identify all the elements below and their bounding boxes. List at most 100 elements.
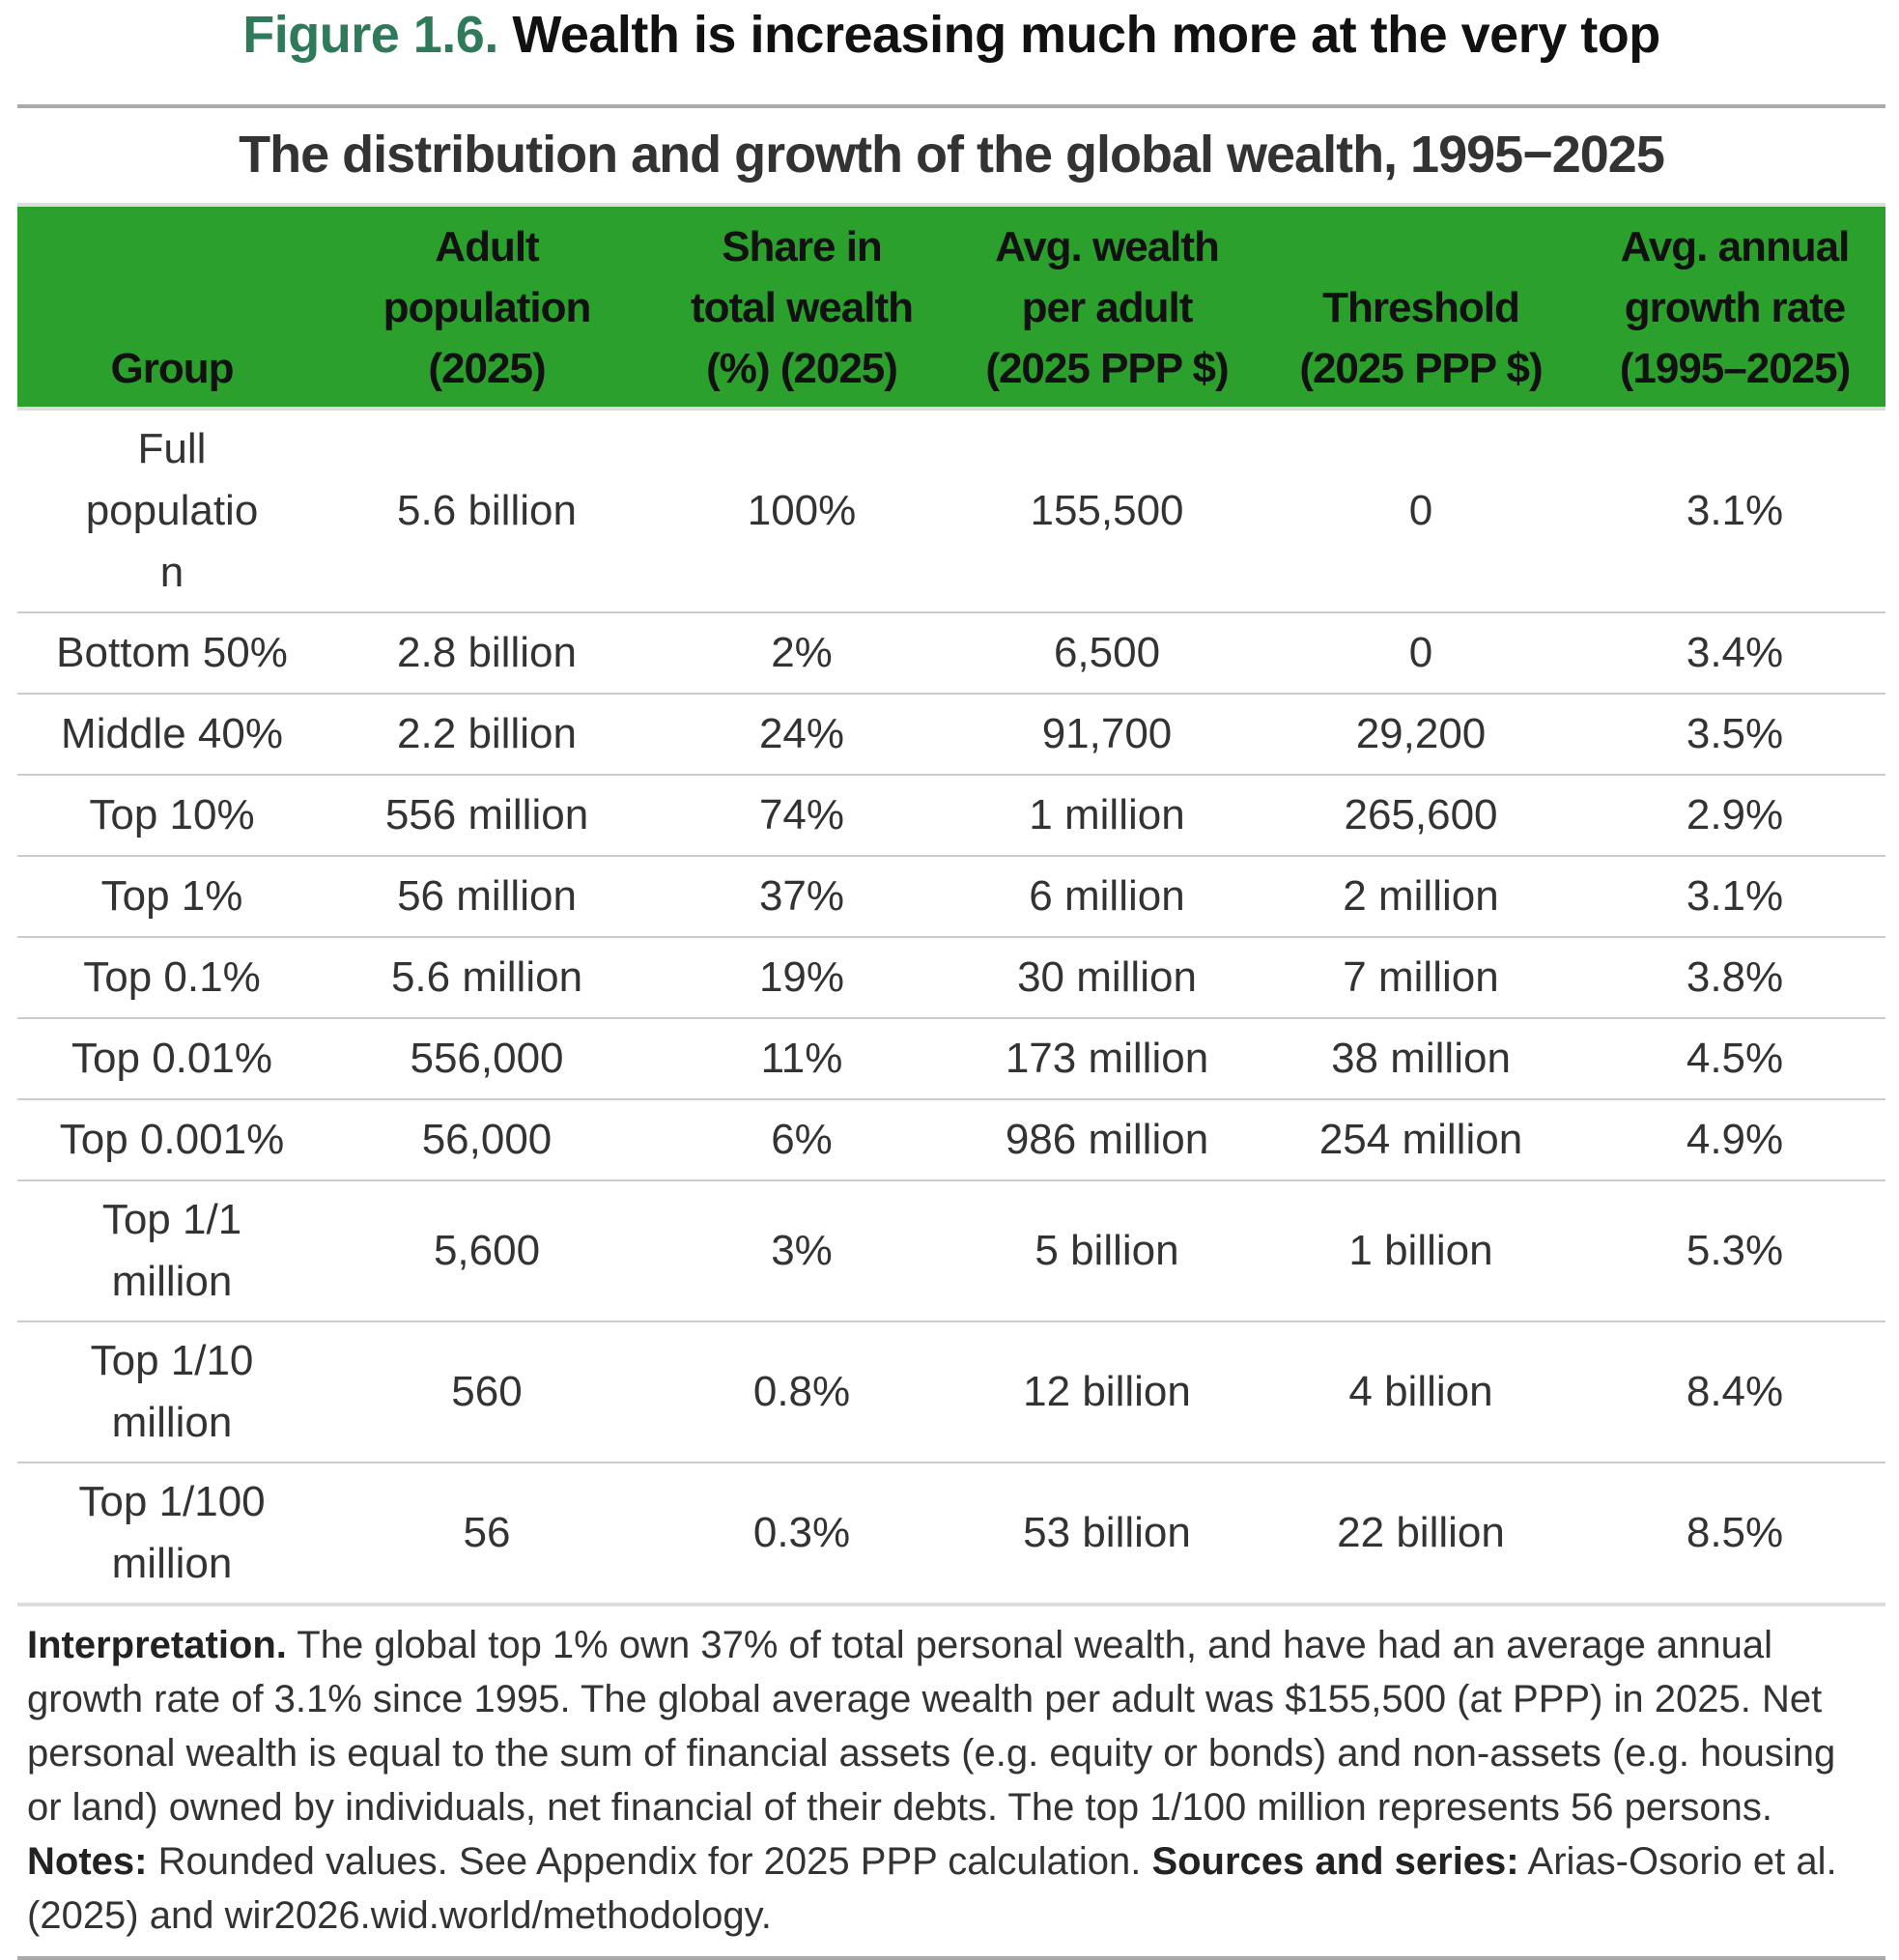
table-cell: 100%	[647, 409, 956, 613]
group-cell: Bottom 50%	[17, 612, 326, 695]
table-cell: 5.6 billion	[326, 409, 647, 613]
table-cell: 2.2 billion	[326, 694, 647, 776]
table-cell: 91,700	[956, 694, 1258, 776]
table-cell: 29,200	[1258, 694, 1584, 776]
table-cell: 556,000	[326, 1018, 647, 1100]
notes-label: Notes:	[27, 1840, 148, 1883]
table-cell: 30 million	[956, 937, 1258, 1019]
table-cell: 22 billion	[1258, 1463, 1584, 1606]
group-cell: Top 1/100 million	[17, 1463, 326, 1606]
table-cell: 56,000	[326, 1099, 647, 1181]
table-cell: 74%	[647, 775, 956, 857]
table-cell: 265,600	[1258, 775, 1584, 857]
column-header-line: Threshold	[1322, 284, 1520, 331]
table-row: Middle 40% 2.2 billion 24% 91,700 29,200 3.5%	[17, 694, 1885, 776]
table-cell: 12 billion	[956, 1321, 1258, 1463]
table-cell: 3%	[647, 1180, 956, 1322]
table-cell: 11%	[647, 1018, 956, 1100]
table-cell: 254 million	[1258, 1099, 1584, 1181]
table-cell: 4.5%	[1584, 1018, 1885, 1100]
table-row: Top 1/100 million 56 0.3% 53 billion 22 bill…	[17, 1463, 1885, 1606]
table-cell: 0.3%	[647, 1463, 956, 1606]
table-cell: 1 billion	[1258, 1180, 1584, 1322]
table-cell: 2%	[647, 612, 956, 695]
table-title: The distribution and growth of the globa…	[239, 126, 1665, 184]
table-cell: 556 million	[326, 775, 647, 857]
column-header-line: (1995–2025)	[1619, 345, 1852, 392]
table-cell: 173 million	[956, 1018, 1258, 1100]
table-cell: 2.9%	[1584, 775, 1885, 857]
column-header: Avg. annual growth rate (1995–2025)	[1584, 205, 1885, 409]
interpretation-label: Interpretation.	[27, 1624, 287, 1666]
table-cell: 3.1%	[1584, 409, 1885, 613]
table-cell: 5 billion	[956, 1180, 1258, 1322]
table-cell: 155,500	[956, 409, 1258, 613]
column-header-line: total wealth	[690, 284, 914, 331]
table-cell: 56	[326, 1463, 647, 1606]
table-cell: 5.3%	[1584, 1180, 1885, 1322]
notes-text: Rounded values. See Appendix for 2025 PP…	[147, 1840, 1152, 1883]
table-cell: 2.8 billion	[326, 612, 647, 695]
figure-title-text: Wealth is increasing much more at the ve…	[512, 6, 1660, 64]
table-row: Top 0.1% 5.6 million 19% 30 million 7 millio…	[17, 937, 1885, 1019]
table-row: Top 0.01% 556,000 11% 173 million 38 million…	[17, 1018, 1885, 1100]
top-rule	[17, 104, 1885, 108]
table-cell: 3.8%	[1584, 937, 1885, 1019]
table-cell: 986 million	[956, 1099, 1258, 1181]
table-cell: 0.8%	[647, 1321, 956, 1463]
group-cell: Top 0.1%	[17, 937, 326, 1019]
group-cell: Full population	[17, 409, 326, 613]
column-header: Adult population (2025)	[326, 205, 647, 409]
table-cell: 6%	[647, 1099, 956, 1181]
figure-title: Figure 1.6. Wealth is increasing much mo…	[17, 4, 1885, 66]
table-cell: 1 million	[956, 775, 1258, 857]
column-header-line: Avg. wealth	[995, 223, 1220, 270]
table-cell: 3.4%	[1584, 612, 1885, 695]
table-cell: 4 billion	[1258, 1321, 1584, 1463]
column-header: Threshold (2025 PPP $)	[1258, 205, 1584, 409]
table-cell: 56 million	[326, 856, 647, 938]
table-row: Top 1/1 million 5,600 3% 5 billion 1 billion…	[17, 1180, 1885, 1322]
table-cell: 2 million	[1258, 856, 1584, 938]
column-header-line: (2025 PPP $)	[1299, 345, 1543, 392]
table-cell: 0	[1258, 409, 1584, 613]
table-cell: 6,500	[956, 612, 1258, 695]
table-row: Top 1% 56 million 37% 6 million 2 million 3.1…	[17, 856, 1885, 938]
table-cell: 5.6 million	[326, 937, 647, 1019]
column-header: Group	[17, 205, 326, 409]
group-cell: Top 0.01%	[17, 1018, 326, 1100]
table-cell: 24%	[647, 694, 956, 776]
table-row: Top 10% 556 million 74% 1 million 265,600 2.9…	[17, 775, 1885, 857]
column-header-line: (2025)	[428, 345, 546, 392]
column-header: Share in total wealth (%) (2025)	[647, 205, 956, 409]
group-cell: Top 10%	[17, 775, 326, 857]
wealth-distribution-table: Group Adult population (2025) Share in total …	[17, 203, 1885, 1606]
group-cell: Top 0.001%	[17, 1099, 326, 1181]
column-header-line: (2025 PPP $)	[985, 345, 1229, 392]
table-row: Top 1/10 million 560 0.8% 12 billion 4 billi…	[17, 1321, 1885, 1463]
column-header-line: population	[383, 284, 592, 331]
table-cell: 53 billion	[956, 1463, 1258, 1606]
table-cell: 0	[1258, 612, 1584, 695]
table-header-row: Group Adult population (2025) Share in total …	[17, 205, 1885, 409]
table-cell: 3.5%	[1584, 694, 1885, 776]
column-header-line: Group	[110, 345, 235, 392]
column-header-line: per adult	[1021, 284, 1194, 331]
notes-paragraph: Interpretation. The global top 1% own 37…	[17, 1606, 1885, 1943]
table-cell: 38 million	[1258, 1018, 1584, 1100]
table-cell: 6 million	[956, 856, 1258, 938]
column-header-line: Share in	[722, 223, 883, 270]
figure-number: Figure 1.6.	[242, 6, 498, 64]
table-cell: 5,600	[326, 1180, 647, 1322]
group-cell: Top 1/1 million	[17, 1180, 326, 1322]
table-cell: 8.5%	[1584, 1463, 1885, 1606]
sources-label: Sources and series:	[1151, 1840, 1519, 1883]
column-header-line: (%) (2025)	[706, 345, 898, 392]
table-cell: 3.1%	[1584, 856, 1885, 938]
table-cell: 7 million	[1258, 937, 1584, 1019]
table-cell: 4.9%	[1584, 1099, 1885, 1181]
bottom-rule	[17, 1956, 1885, 1960]
group-cell: Top 1/10 million	[17, 1321, 326, 1463]
group-cell: Top 1%	[17, 856, 326, 938]
